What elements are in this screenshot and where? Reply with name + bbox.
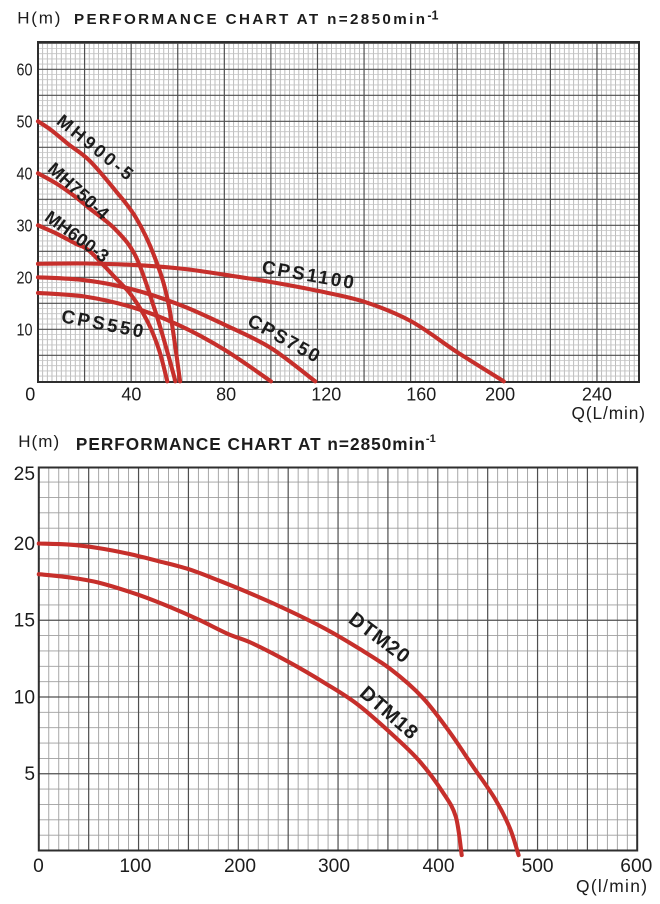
svg-text:600: 600	[620, 856, 652, 877]
svg-text:160: 160	[406, 385, 436, 405]
svg-text:240: 240	[582, 385, 612, 405]
svg-text:40: 40	[121, 385, 141, 405]
svg-text:500: 500	[522, 856, 554, 877]
svg-text:120: 120	[311, 385, 341, 405]
svg-text:400: 400	[422, 856, 454, 877]
svg-text:H(m): H(m)	[18, 432, 59, 451]
svg-text:0: 0	[25, 385, 35, 405]
svg-text:Q(L/min): Q(L/min)	[572, 403, 646, 423]
svg-text:15: 15	[14, 611, 35, 632]
svg-text:200: 200	[485, 385, 515, 405]
svg-text:PERFORMANCE CHART AT n=2850min: PERFORMANCE CHART AT n=2850min-1	[76, 433, 436, 454]
svg-text:300: 300	[318, 856, 350, 877]
svg-text:10: 10	[17, 319, 33, 339]
svg-text:5: 5	[24, 764, 35, 785]
svg-text:20: 20	[14, 534, 35, 555]
svg-text:60: 60	[17, 59, 33, 79]
svg-text:25: 25	[14, 464, 35, 485]
svg-text:PERFORMANCE CHART AT n=2850min: PERFORMANCE CHART AT n=2850min-1	[74, 9, 439, 29]
svg-text:100: 100	[119, 856, 151, 877]
svg-text:20: 20	[17, 267, 33, 287]
svg-text:30: 30	[17, 215, 33, 235]
svg-text:50: 50	[17, 111, 33, 131]
svg-text:Q(l/min): Q(l/min)	[576, 876, 647, 896]
svg-text:80: 80	[216, 385, 236, 405]
svg-text:10: 10	[14, 687, 35, 708]
svg-text:40: 40	[17, 163, 33, 183]
svg-text:200: 200	[224, 856, 256, 877]
svg-text:H(m): H(m)	[17, 9, 60, 28]
svg-text:0: 0	[33, 856, 44, 877]
